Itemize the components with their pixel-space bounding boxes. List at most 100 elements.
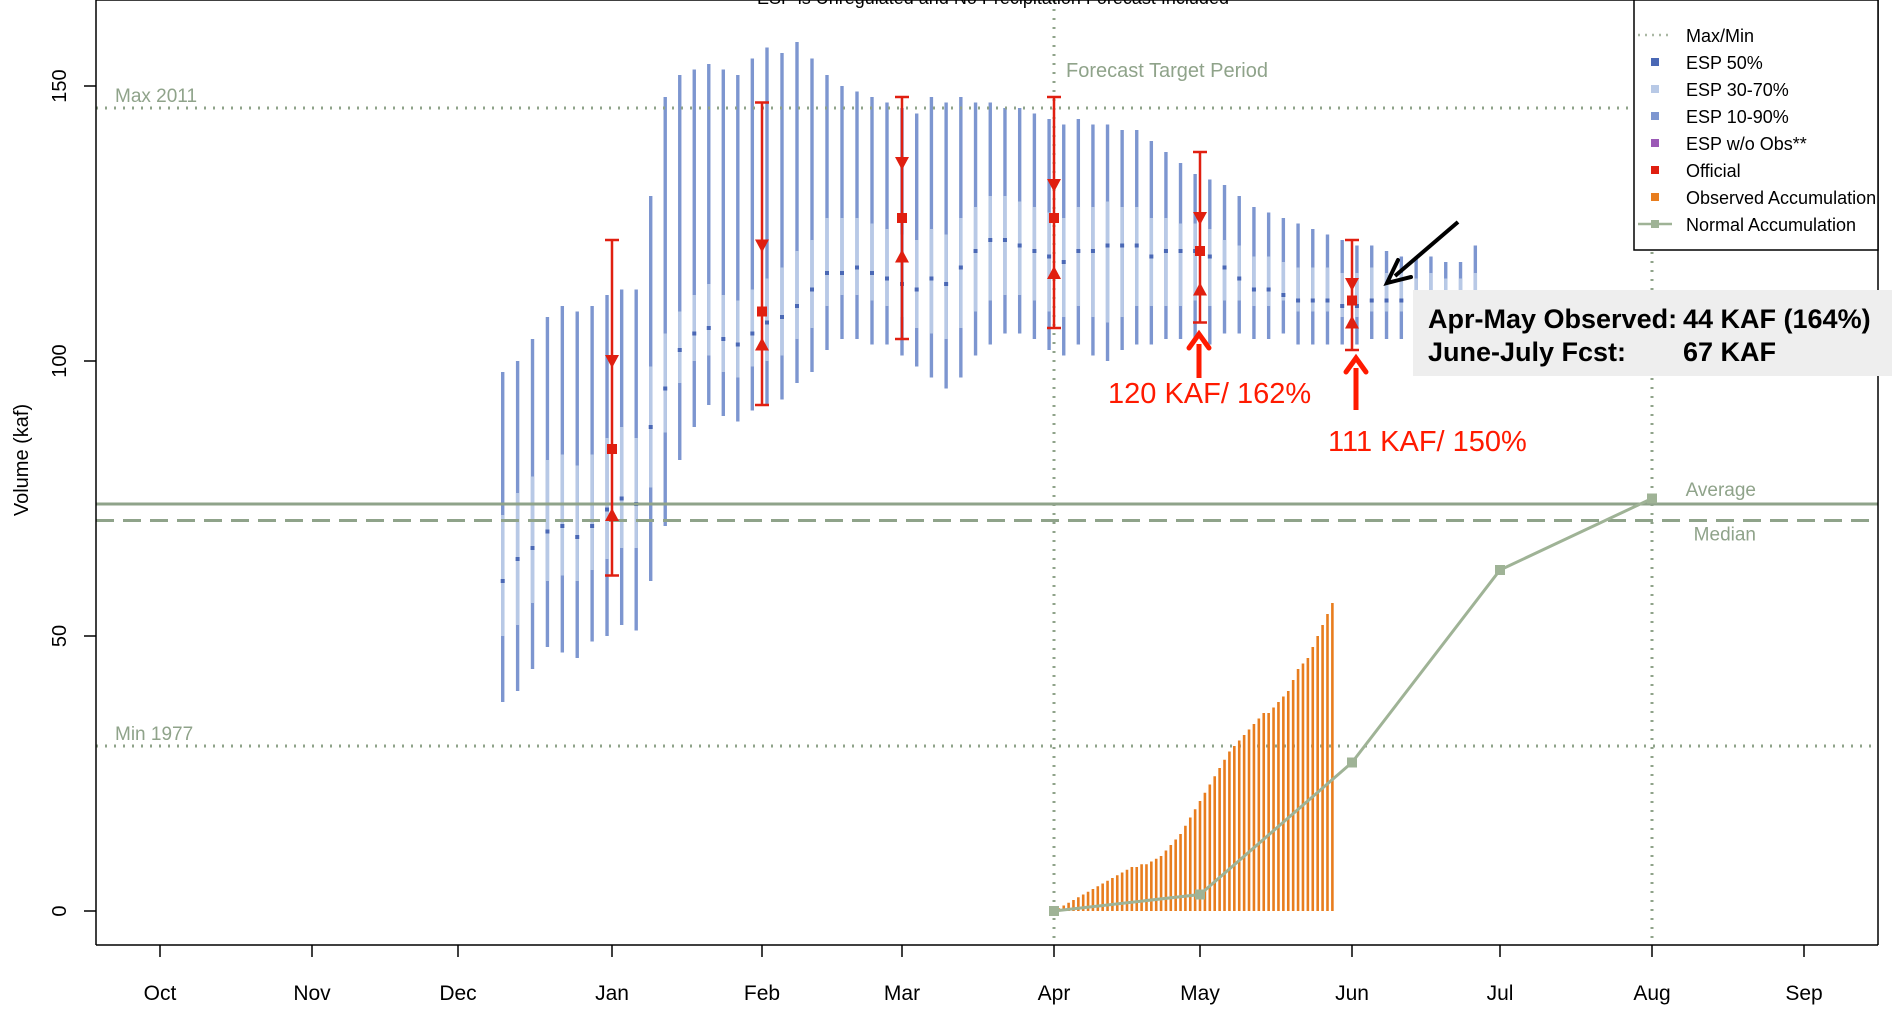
esp-50-point [1369,298,1374,303]
esp-50-point [1251,287,1256,292]
esp-50-point [575,535,580,539]
normal-accumulation-point [1347,757,1357,768]
x-tick-label: Mar [884,982,920,1005]
official-upper-marker [1047,179,1061,192]
esp-50-point [929,276,934,281]
esp-50-point [1207,254,1212,259]
esp-50-point [677,348,682,352]
x-tick-label: Jan [595,982,629,1005]
esp-50-point [855,265,859,270]
esp-50-point [870,271,874,275]
esp-50-point [1120,243,1125,248]
x-tick-label: Aug [1633,982,1670,1005]
official-lower-marker [605,508,619,521]
esp-50-point [619,496,624,501]
esp-50-point [530,546,535,550]
esp-50-point [663,386,668,391]
esp-50-point [735,342,740,347]
legend-swatch [1651,85,1659,93]
legend-swatch [1651,166,1659,174]
forecast-label: June-July Fcst: [1428,337,1627,367]
esp-50-point [1325,298,1330,303]
esp-50-point [1384,298,1389,303]
legend: Max/Min ESP 50% ESP 30-70% ESP 10-90% ESP w/… [1633,0,1879,251]
forecast-value: 67 KAF [1683,337,1777,367]
legend-swatch [1651,58,1659,66]
official-lower-marker [1047,266,1061,279]
esp-50-point [1178,249,1183,253]
esp-50-point [1032,249,1037,253]
annotation-arrows [1186,220,1460,410]
y-tick-label: 50 [49,625,71,647]
reference-lines-layer: Max 2011 Min 1977 Average Median Forecast Ta… [96,0,1878,945]
esp-50-point [958,265,963,270]
esp-50-point [765,320,769,325]
jun-forecast-label: 111 KAF/ 150% [1328,426,1527,458]
y-tick-label: 100 [49,344,71,377]
esp-50-point [1076,249,1081,253]
chart-title: ESP is Unregulated and No Precipitation … [757,0,1229,8]
esp-50-point [1399,298,1404,303]
esp-50-point [988,238,993,242]
esp-50-point [1105,243,1110,248]
normal-accumulation-point [1495,565,1505,575]
legend-box [1633,0,1879,251]
official-upper-marker [605,355,619,368]
esp-50-point [750,331,755,336]
official-lower-marker [1345,315,1359,329]
observed-value: 44 KAF (164%) [1683,304,1871,334]
esp-50-point [944,282,949,286]
esp-50-point [500,579,505,583]
esp-50-point [825,271,829,275]
legend-label: ESP 50% [1686,53,1763,73]
official-point [1347,295,1357,306]
x-tick-label: Apr [1038,982,1071,1005]
observed-label: Apr-May Observed: [1428,304,1678,334]
legend-label: Max/Min [1686,26,1754,46]
esp-50-point [795,304,799,308]
y-tick-label: 150 [49,69,71,102]
esp-50-point [590,524,595,528]
esp-50-point [840,271,844,275]
legend-label: Observed Accumulation [1686,188,1876,208]
esp-50-point [1281,293,1286,297]
x-tick-label: Nov [293,982,331,1005]
esp-50-point [780,315,784,319]
legend-swatch [1651,112,1659,120]
official-upper-marker [1193,212,1207,225]
legend-label: ESP w/o Obs** [1686,134,1807,154]
normal-accumulation-line [1053,497,1653,913]
may-forecast-label: 120 KAF/ 162% [1108,378,1312,410]
reference-line-label: Average [1686,480,1756,501]
legend-label: ESP 10-90% [1686,107,1789,127]
normal-accumulation-point [1647,493,1657,504]
official-upper-marker [1345,278,1359,291]
esp-50-point [1354,304,1359,308]
official-point [607,444,617,454]
x-tick-label: Feb [744,982,780,1005]
may-arrow-head [1186,329,1212,351]
esp-50-point [545,529,550,534]
esp-50-point [1002,238,1007,242]
esp-50-point [605,507,610,512]
esp-50-point [560,524,565,528]
esp-bars-layer [500,42,1478,702]
esp-50-point [1017,243,1022,248]
esp-50-point [1296,298,1301,303]
esp-50-point [973,249,978,253]
y-tick-label: 0 [49,905,71,916]
forecast-target-label: Forecast Target Period [1066,60,1268,82]
reference-line-label: Max 2011 [115,86,197,107]
official-upper-marker [895,157,909,170]
axes-layer: 0 50 100 150 Oct Nov Dec Jan Feb Mar Apr May Jun Jul A… [11,0,1879,1005]
reference-line-label: Min 1977 [115,724,193,745]
esp-50-point [1310,298,1315,303]
esp-50-point [914,287,919,292]
official-forecasts-layer [605,95,1359,577]
legend-label: ESP 30-70% [1686,80,1789,100]
official-point [1195,246,1205,256]
esp-50-point [648,425,653,429]
x-tick-label: Jun [1335,982,1369,1005]
esp-50-point [515,557,520,561]
